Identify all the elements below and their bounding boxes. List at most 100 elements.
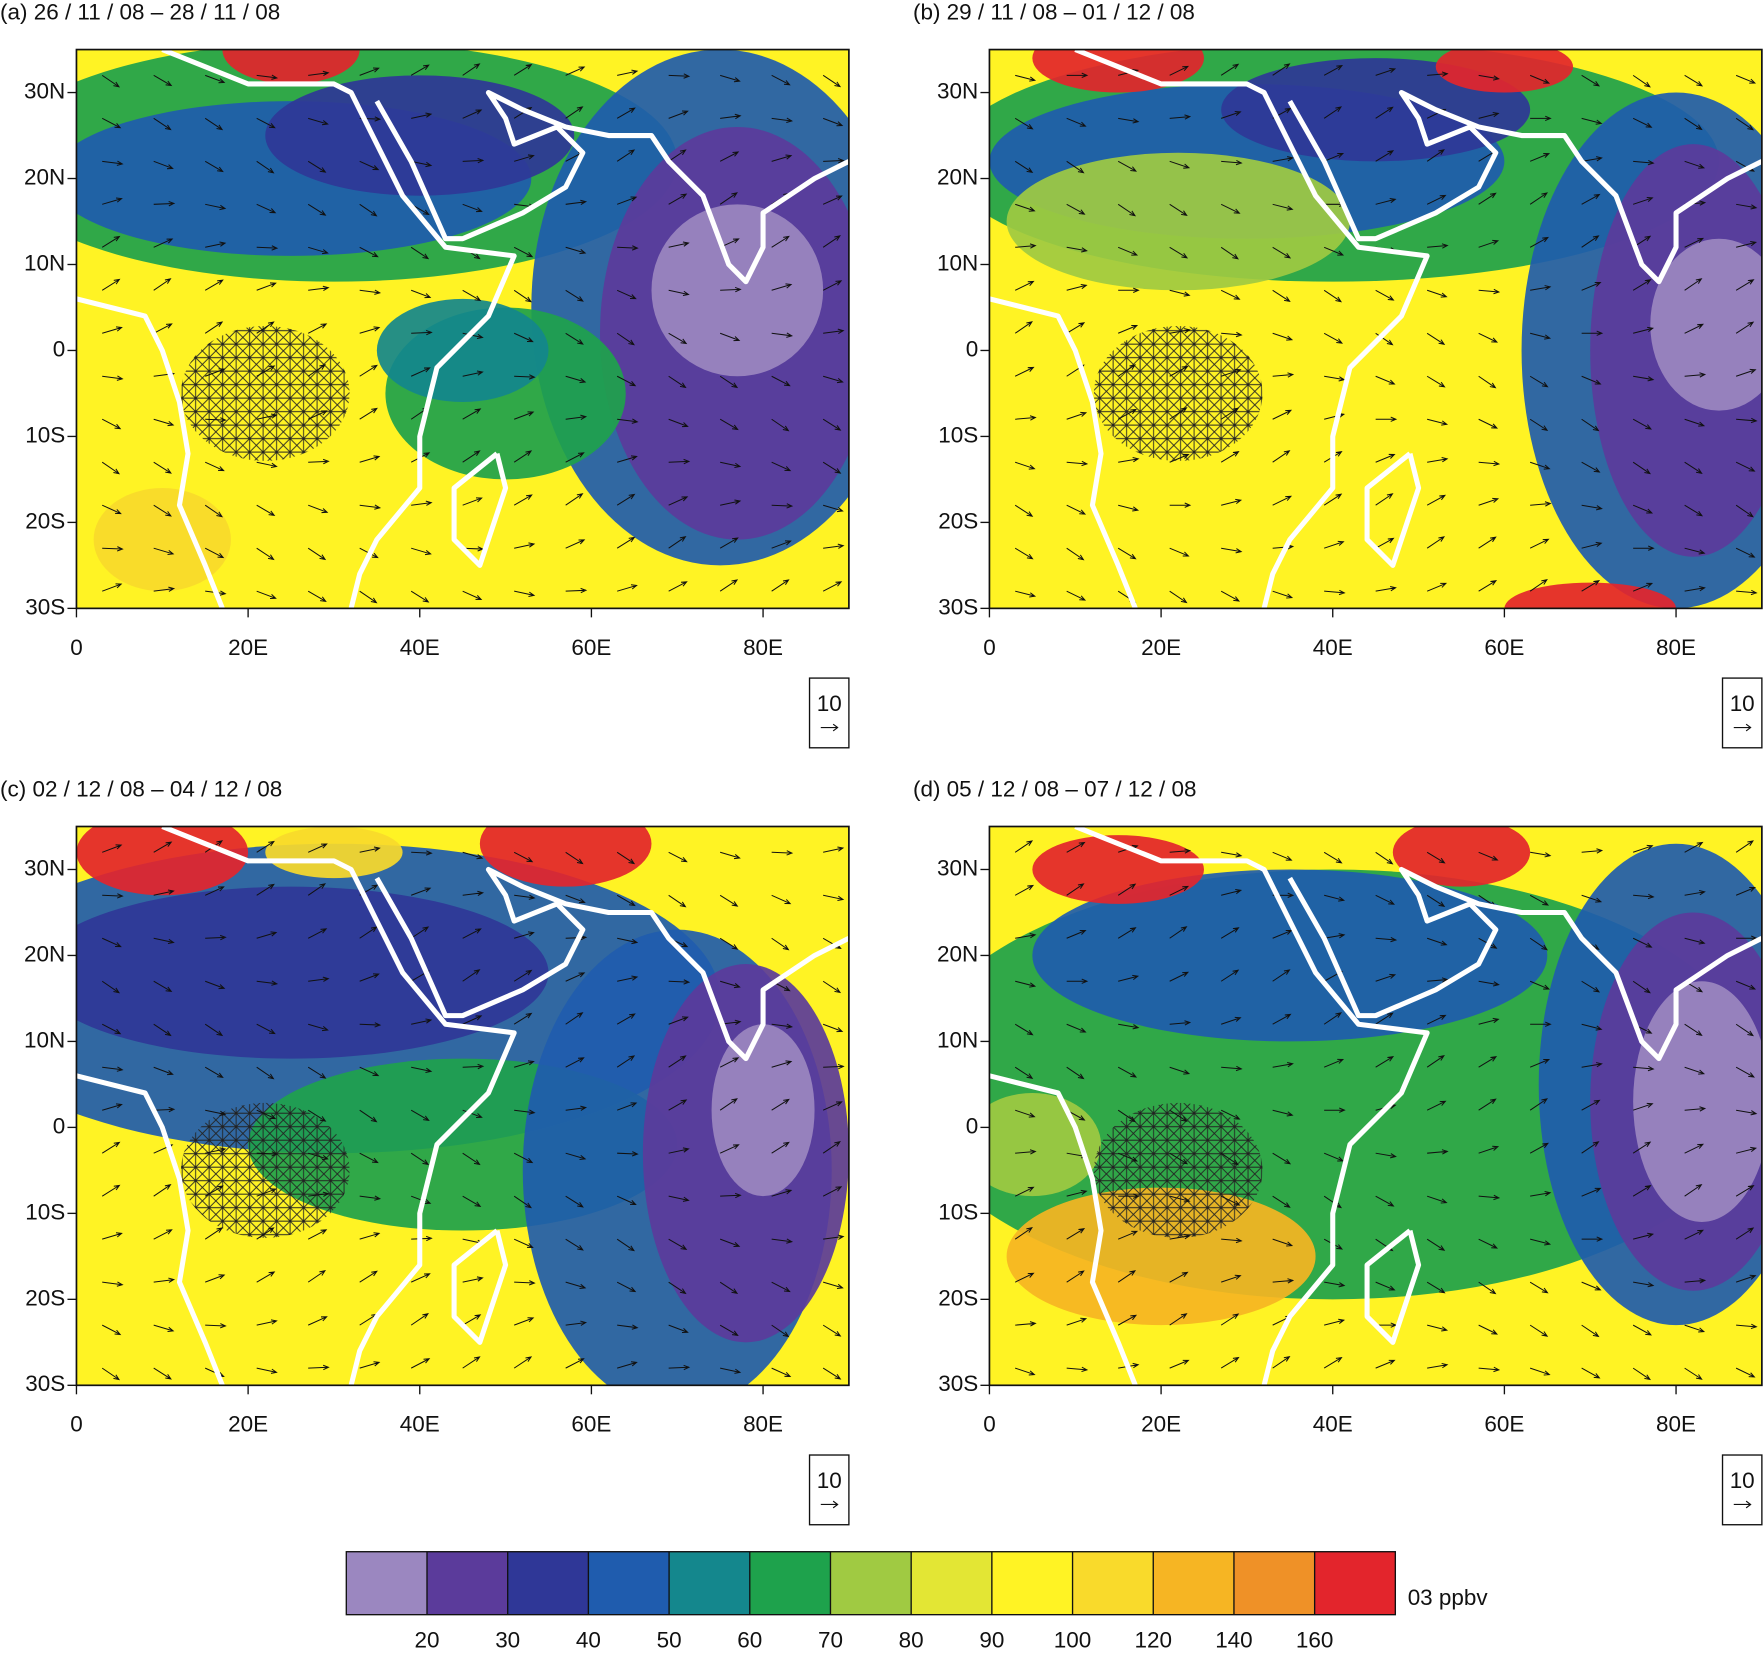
vector-key-arrow [1733,1500,1752,1509]
vector-key-arrow [820,723,839,732]
y-tick-label: 30N [937,855,978,880]
ozone-region [1006,1187,1316,1326]
ozone-region [265,826,403,879]
y-tick-label: 20N [937,941,978,966]
colorbar-unit: 03 ppbv [1408,1585,1489,1610]
y-tick-label: 10N [24,1027,65,1052]
x-tick-label: 60E [1484,1412,1524,1437]
coastline [1364,451,1422,568]
x-tick-label: 20E [1141,1412,1181,1437]
coastline [161,49,517,609]
ozone-region [1504,582,1677,609]
y-tick-label: 30N [24,78,65,103]
vector-key-box [808,1454,850,1526]
y-tick-label: 20S [938,1285,978,1310]
y-tick-label: 20S [25,508,65,533]
x-tick-label: 40E [1313,1412,1353,1437]
colorbar-swatch [346,1551,427,1615]
plot-frame [988,48,1763,610]
vector-key-arrow [820,1500,839,1509]
hatched-region [180,1102,350,1238]
y-tick-label: 10S [938,1199,978,1224]
x-tick-label: 80E [1656,1412,1696,1437]
vector-key-box [1721,1454,1763,1526]
y-tick-label: 30N [24,855,65,880]
ozone-region [76,886,549,1059]
colorbar-swatch [1233,1551,1315,1615]
coastline [1364,1228,1422,1345]
x-tick-label: 40E [400,635,440,660]
wind-vectors [1014,840,1758,1381]
plot-frame [75,825,850,1387]
colorbar-swatch [507,1551,589,1615]
coastline [1074,826,1430,1386]
colorbar-frame [345,1551,1397,1616]
x-tick-label: 20E [228,1412,268,1437]
coastline [374,90,849,285]
y-tick-label: 0 [966,336,979,361]
x-tick-label: 80E [743,1412,783,1437]
colorbar-swatch [1153,1551,1234,1615]
ozone-region [1006,152,1350,291]
plot-frame [75,48,850,610]
colorbar-swatch [749,1551,831,1615]
panel-title: (a) 26 / 11 / 08 – 28 / 11 / 08 [0,0,280,25]
vector-key-label: 10 [817,1468,842,1493]
colorbar-label: 80 [899,1628,924,1653]
y-tick-label: 30S [938,594,978,619]
coastline [161,826,517,1386]
x-tick-label: 60E [571,635,611,660]
hatched-region [180,325,350,461]
y-tick-label: 0 [53,336,66,361]
x-tick-label: 20E [1141,635,1181,660]
colorbar-swatch [991,1551,1073,1615]
vector-key-arrow [1733,723,1752,732]
wind-vectors [1014,63,1758,604]
colorbar-swatch [426,1551,508,1615]
x-tick-label: 0 [983,635,996,660]
colorbar-label: 30 [495,1628,520,1653]
colorbar-label: 20 [414,1628,439,1653]
x-tick-label: 60E [1484,635,1524,660]
map-panel: (c) 02 / 12 / 08 – 04 / 12 / 08 0 20E 40E 60… [0,776,850,1526]
colorbar-label: 90 [979,1628,1004,1653]
x-tick-label: 80E [1656,635,1696,660]
coastline [451,451,509,568]
vector-key-box [808,677,850,749]
ozone-region [1435,49,1574,93]
y-tick-label: 10S [25,422,65,447]
ozone-region [479,826,652,887]
coastline [76,296,225,609]
coastline [989,296,1138,609]
coastline [989,1073,1138,1386]
x-tick-label: 40E [400,1412,440,1437]
y-tick-label: 0 [966,1113,979,1138]
map-panel: (d) 05 / 12 / 08 – 07 / 12 / 08 0 20E 40E 60… [913,776,1763,1526]
colorbar-swatch [669,1551,750,1615]
x-tick-label: 20E [228,635,268,660]
map-panel: (a) 26 / 11 / 08 – 28 / 11 / 08 0 20E 40E 60… [0,0,850,749]
map-field [989,826,1762,1386]
plot-frame [988,825,1763,1387]
colorbar-label: 70 [818,1628,843,1653]
x-tick-label: 0 [70,1412,83,1437]
y-tick-label: 10N [937,250,978,275]
x-tick-label: 60E [571,1412,611,1437]
ozone-region [711,1024,815,1197]
coastline [76,1073,225,1386]
ozone-region [93,488,231,592]
colorbar-label: 120 [1134,1628,1172,1653]
ozone-region [1392,826,1531,887]
x-tick-label: 0 [983,1412,996,1437]
colorbar-label: 50 [657,1628,682,1653]
vector-key-box [1721,677,1763,749]
x-tick-label: 0 [70,635,83,660]
y-tick-label: 20S [25,1285,65,1310]
colorbar-label: 140 [1215,1628,1253,1653]
hatched-region [1093,325,1263,461]
y-tick-label: 30N [937,78,978,103]
ozone-region [1032,835,1205,904]
colorbar-swatch [1072,1551,1154,1615]
x-tick-label: 80E [743,635,783,660]
